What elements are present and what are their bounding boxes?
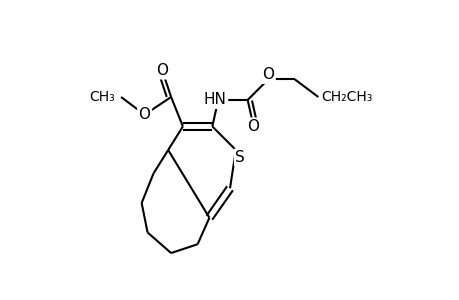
Text: O: O <box>156 63 168 78</box>
Text: O: O <box>262 68 274 82</box>
Text: O: O <box>138 107 150 122</box>
Text: S: S <box>235 150 245 165</box>
Text: CH₃: CH₃ <box>89 90 115 104</box>
Text: CH₂CH₃: CH₂CH₃ <box>320 90 372 104</box>
Text: O: O <box>247 119 259 134</box>
Text: HN: HN <box>203 92 226 107</box>
